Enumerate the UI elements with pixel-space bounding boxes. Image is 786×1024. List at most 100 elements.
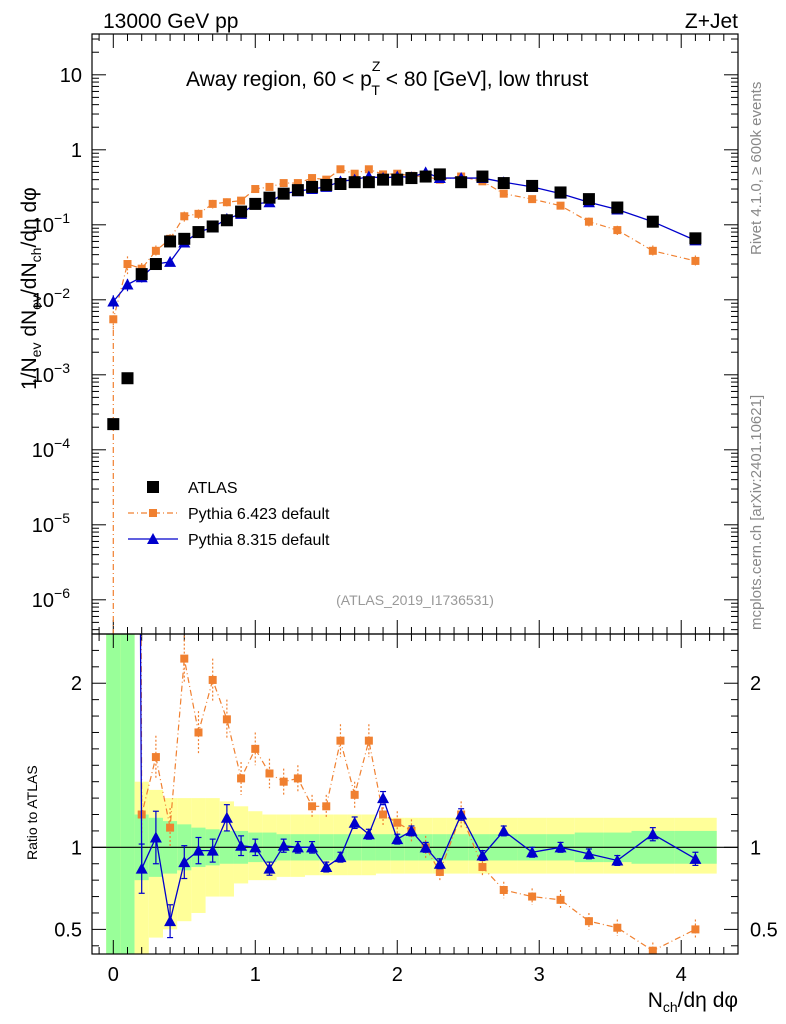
pythia8-ratio-point (235, 839, 248, 851)
x-tick-label: 1 (250, 964, 261, 986)
pythia6-ratio-point (584, 917, 593, 926)
pythia6-main-point (613, 226, 622, 235)
main-y-tick-base: 10 (32, 215, 54, 237)
pythia6-ratio-point (379, 810, 388, 819)
pythia8-ratio-point (164, 915, 177, 927)
pythia6-ratio-point (613, 923, 622, 932)
pythia8-ratio-point (689, 852, 702, 864)
atlas-main-point (348, 176, 361, 189)
pythia8-ratio-point (497, 824, 510, 836)
pythia8-ratio-line (139, 634, 696, 922)
x-tick-label: 4 (676, 964, 687, 986)
pythia8-ratio-point (377, 792, 390, 804)
pythia6-ratio-point (322, 802, 331, 811)
pythia6-main-point (364, 165, 373, 174)
pythia8-ratio-point (135, 862, 148, 874)
main-y-tick-label: 10−6 (32, 585, 70, 612)
pythia6-ratio-point (364, 736, 373, 745)
pythia6-ratio-point (350, 790, 359, 799)
atlas-main-point (306, 180, 319, 193)
rivet-version-label: Rivet 4.1.0, ≥ 600k events (748, 82, 765, 255)
pythia6-main-point (308, 174, 317, 183)
atlas-main-point (164, 235, 177, 248)
pythia6-main-point (556, 201, 565, 210)
x-tick-label: 0 (108, 964, 119, 986)
atlas-main-point (582, 193, 595, 206)
pythia6-main-point (222, 198, 231, 207)
pythia6-main-point (584, 217, 593, 226)
main-y-tick-label: 10 (60, 65, 82, 87)
atlas-main-point (135, 268, 148, 281)
main-y-tick-exponent: −6 (54, 585, 70, 601)
mcplots-reference-label: mcplots.cern.ch [arXiv:2401.10621] (748, 395, 765, 630)
pythia8-ratio-point (263, 862, 276, 874)
atlas-main-point (497, 177, 510, 190)
atlas-main-point (178, 232, 191, 245)
atlas-main-point (526, 179, 539, 192)
atlas-main-point (554, 186, 567, 199)
pythia8-ratio-point (433, 857, 446, 869)
ratio-inner-band-bin (106, 634, 121, 954)
x-tick-label: 3 (534, 964, 545, 986)
pythia8-ratio-point (291, 841, 304, 853)
ratio-inner-band-bin (120, 634, 135, 954)
pythia8-ratio-point (611, 854, 624, 866)
pythia6-ratio-point (237, 774, 246, 783)
pythia6-ratio-point (265, 769, 274, 778)
main-y-axis-label: 1/Nev dNev/dNch/dη dφ (18, 187, 44, 390)
atlas-main-point (419, 170, 432, 183)
legend: ATLAS Pythia 6.423 default Pythia 8.315 … (128, 480, 330, 549)
main-y-tick-exponent: −1 (54, 210, 70, 226)
atlas-main-point (391, 173, 404, 186)
pythia6-main-point (251, 185, 260, 194)
pythia6-main-point (499, 189, 508, 198)
main-y-tick-exponent: −2 (54, 285, 70, 301)
pythia6-main-point (336, 165, 345, 174)
atlas-main-point (107, 418, 120, 431)
pythia6-ratio-point (648, 946, 657, 954)
pythia6-main-point (648, 246, 657, 255)
pythia6-main-point (194, 209, 203, 218)
pythia6-ratio-point (435, 867, 444, 876)
pythia8-ratio-point (178, 856, 191, 868)
ratio-clipped-series (135, 634, 702, 954)
pythia6-ratio-point (208, 675, 217, 684)
pythia6-ratio-point (308, 802, 317, 811)
ratio-y-tick-label-left: 2 (71, 673, 82, 695)
atlas-main-point (121, 372, 134, 385)
main-y-tick-base: 10 (32, 440, 54, 462)
ratio-y-tick-label-right: 2 (750, 673, 761, 695)
ratio-panel-frame (91, 633, 739, 955)
x-tick-label: 2 (392, 964, 403, 986)
pythia6-ratio-point (279, 777, 288, 786)
pythia6-ratio-point (336, 736, 345, 745)
pythia8-ratio-point (405, 824, 418, 836)
main-y-tick-label: 10−2 (32, 285, 70, 312)
pythia6-main-point (109, 315, 118, 324)
legend-label-pythia6: Pythia 6.423 default (188, 506, 330, 523)
x-axis-label: Nch/dη dφ (648, 989, 738, 1015)
atlas-main-point (611, 201, 624, 214)
energy-label: 13000 GeV pp (103, 10, 238, 33)
main-y-tick-label: 10−4 (32, 435, 70, 462)
pythia6-ratio-point (222, 715, 231, 724)
ratio-y-tick-label-left: 0.5 (54, 919, 82, 941)
pythia6-ratio-point (194, 728, 203, 737)
main-y-tick-label: 10−3 (32, 360, 70, 387)
ratio-panel: 0.5 0.5 1 1 2 2 0 1 2 3 4 (54, 634, 778, 986)
pythia8-ratio-point (455, 808, 468, 820)
main-clipped-series (107, 165, 702, 634)
pythia8-ratio-point (526, 846, 539, 858)
plot-title-suffix: < 80 [GeV], low thrust (380, 68, 589, 91)
pythia6-ratio-point (180, 654, 189, 663)
main-y-tick-exponent: −4 (54, 435, 70, 451)
main-y-tick-base: 10 (32, 365, 54, 387)
pythia8-ratio-point (348, 816, 361, 828)
pythia8-ratio-point (306, 841, 319, 853)
atlas-main-point (455, 176, 468, 189)
atlas-main-point (320, 178, 333, 191)
pythia6-ratio-point (251, 744, 260, 753)
atlas-main-point (277, 187, 290, 200)
ratio-series-layer (135, 634, 702, 954)
